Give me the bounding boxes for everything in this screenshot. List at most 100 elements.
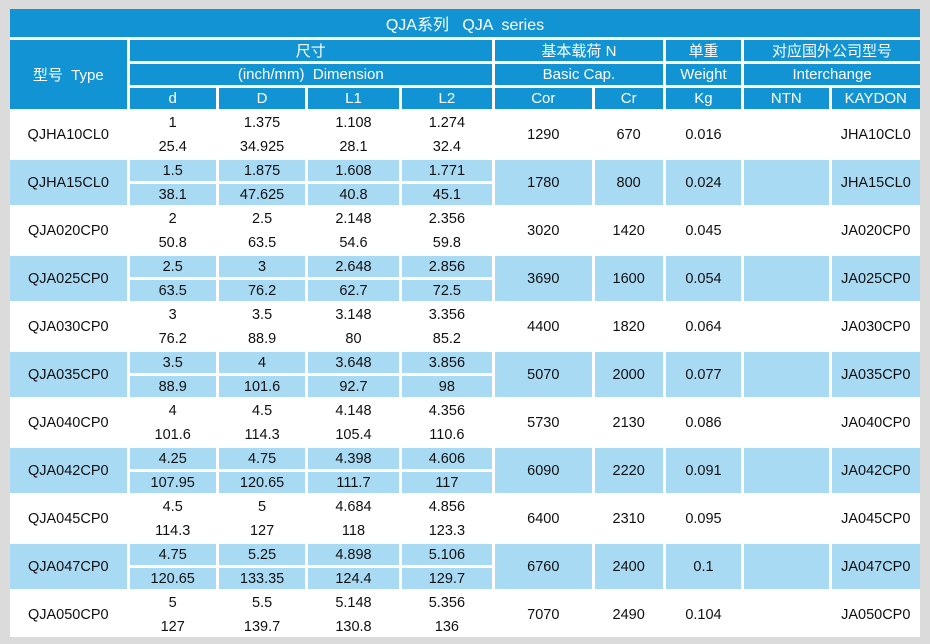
cell-cor: 3020 [495, 208, 592, 253]
cell-L2-inch: 4.356 [401, 400, 493, 421]
cell-L1-mm: 28.1 [308, 136, 399, 157]
table-row-QJA035CP0-mm: 88.9 101.6 92.7 98 [10, 376, 920, 397]
cell-L2-inch: 2.856 [401, 256, 493, 277]
col-group-basic-capacity-cn: 基本载荷 N [495, 40, 663, 61]
cell-type: QJA042CP0 [10, 448, 127, 493]
cell-L1-mm: 80 [308, 328, 399, 349]
cell-L1-inch: 3.148 [308, 304, 399, 325]
cell-cor: 6090 [495, 448, 592, 493]
col-group-basic-capacity-en: Basic Cap. [495, 64, 663, 85]
cell-type: QJA045CP0 [10, 496, 127, 541]
cell-type: QJA040CP0 [10, 400, 127, 445]
cell-type: QJA025CP0 [10, 256, 127, 301]
cell-cor: 5070 [495, 352, 592, 397]
cell-cr: 800 [594, 160, 663, 205]
cell-L2-mm: 45.1 [401, 184, 493, 205]
cell-D-mm: 63.5 [218, 232, 306, 253]
table-row-QJHA10CL0-mm: 25.4 34.925 28.1 32.4 [10, 136, 920, 157]
cell-D-mm: 139.7 [218, 616, 306, 637]
cell-cr: 2490 [594, 592, 663, 637]
cell-d-mm: 114.3 [129, 520, 216, 541]
col-group-weight-cn: 单重 [665, 40, 742, 61]
cell-ntn [744, 304, 829, 349]
spec-table-body: QJHA10CL0 1 1.375 1.108 1.274 1290 670 0.016 JHA… [10, 112, 920, 637]
cell-L1-mm: 92.7 [308, 376, 399, 397]
table-row-QJA045CP0-mm: 114.3 127 118 123.3 [10, 520, 920, 541]
cell-L1-mm: 111.7 [308, 472, 399, 493]
cell-ntn [744, 496, 829, 541]
cell-L1-inch: 4.148 [308, 400, 399, 421]
table-row-QJA050CP0-inch: QJA050CP0 5 5.5 5.148 5.356 7070 2490 0.104 JA05… [10, 592, 920, 637]
table-row-QJA035CP0-inch: QJA035CP0 3.5 4 3.648 3.856 5070 2000 0.077 JA03… [10, 352, 920, 397]
cell-cr: 2310 [594, 496, 663, 541]
table-row-QJHA10CL0-inch: QJHA10CL0 1 1.375 1.108 1.274 1290 670 0.016 JHA… [10, 112, 920, 157]
table-row-QJA040CP0-mm: 101.6 114.3 105.4 110.6 [10, 424, 920, 445]
table-row-QJA047CP0-mm: 120.65 133.35 124.4 129.7 [10, 568, 920, 589]
cell-d-mm: 120.65 [129, 568, 216, 589]
cell-ntn [744, 160, 829, 205]
cell-d-inch: 1.5 [129, 160, 216, 181]
cell-d-mm: 50.8 [129, 232, 216, 253]
cell-kaydon: JHA10CL0 [831, 112, 920, 157]
cell-cor: 5730 [495, 400, 592, 445]
cell-d-inch: 1 [129, 112, 216, 133]
cell-kg: 0.064 [665, 304, 742, 349]
cell-L1-mm: 105.4 [308, 424, 399, 445]
cell-ntn [744, 208, 829, 253]
cell-D-inch: 3.5 [218, 304, 306, 325]
cell-d-inch: 4 [129, 400, 216, 421]
cell-L1-mm: 54.6 [308, 232, 399, 253]
cell-d-mm: 38.1 [129, 184, 216, 205]
cell-cr: 1420 [594, 208, 663, 253]
table-row-QJA042CP0-mm: 107.95 120.65 111.7 117 [10, 472, 920, 493]
cell-L1-inch: 4.398 [308, 448, 399, 469]
cell-d-inch: 2.5 [129, 256, 216, 277]
cell-L2-inch: 1.274 [401, 112, 493, 133]
cell-d-inch: 3.5 [129, 352, 216, 373]
cell-L2-inch: 3.856 [401, 352, 493, 373]
cell-D-inch: 5.5 [218, 592, 306, 613]
cell-type: QJHA15CL0 [10, 160, 127, 205]
table-row-QJA047CP0-inch: QJA047CP0 4.75 5.25 4.898 5.106 6760 2400 0.1 JA… [10, 544, 920, 589]
cell-kaydon: JA050CP0 [831, 592, 920, 637]
cell-L1-inch: 5.148 [308, 592, 399, 613]
col-header-L2: L2 [401, 88, 493, 109]
cell-L2-inch: 5.106 [401, 544, 493, 565]
title-row: QJA系列 QJA series [10, 9, 920, 37]
cell-L1-mm: 62.7 [308, 280, 399, 301]
col-header-d: d [129, 88, 216, 109]
table-row-QJA025CP0-mm: 63.5 76.2 62.7 72.5 [10, 280, 920, 301]
cell-L1-mm: 130.8 [308, 616, 399, 637]
cell-L2-mm: 129.7 [401, 568, 493, 589]
cell-L2-inch: 4.856 [401, 496, 493, 517]
cell-L2-mm: 32.4 [401, 136, 493, 157]
table-row-QJA020CP0-mm: 50.8 63.5 54.6 59.8 [10, 232, 920, 253]
cell-L1-mm: 40.8 [308, 184, 399, 205]
cell-L1-inch: 1.608 [308, 160, 399, 181]
cell-D-mm: 127 [218, 520, 306, 541]
col-header-Cr: Cr [594, 88, 663, 109]
cell-d-inch: 4.5 [129, 496, 216, 517]
cell-D-inch: 4.75 [218, 448, 306, 469]
cell-d-mm: 88.9 [129, 376, 216, 397]
cell-ntn [744, 400, 829, 445]
cell-D-mm: 114.3 [218, 424, 306, 445]
spec-table-wrapper: QJA系列 QJA series 型号 Type 尺寸 基本载荷 N 单重 对应… [10, 9, 920, 637]
cell-kg: 0.095 [665, 496, 742, 541]
qja-series-spec-table: QJA系列 QJA series 型号 Type 尺寸 基本载荷 N 单重 对应… [10, 9, 920, 637]
cell-L1-inch: 4.684 [308, 496, 399, 517]
cell-ntn [744, 256, 829, 301]
cell-L1-inch: 3.648 [308, 352, 399, 373]
col-header-D: D [218, 88, 306, 109]
header-row-groups-cn: 型号 Type 尺寸 基本载荷 N 单重 对应国外公司型号 [10, 40, 920, 109]
cell-d-inch: 3 [129, 304, 216, 325]
cell-cr: 2130 [594, 400, 663, 445]
cell-L2-mm: 136 [401, 616, 493, 637]
table-row-QJA030CP0-mm: 76.2 88.9 80 85.2 [10, 328, 920, 349]
cell-D-inch: 4 [218, 352, 306, 373]
table-title: QJA系列 QJA series [10, 9, 920, 37]
cell-ntn [744, 112, 829, 157]
cell-cor: 4400 [495, 304, 592, 349]
cell-cor: 1780 [495, 160, 592, 205]
cell-L1-inch: 2.148 [308, 208, 399, 229]
